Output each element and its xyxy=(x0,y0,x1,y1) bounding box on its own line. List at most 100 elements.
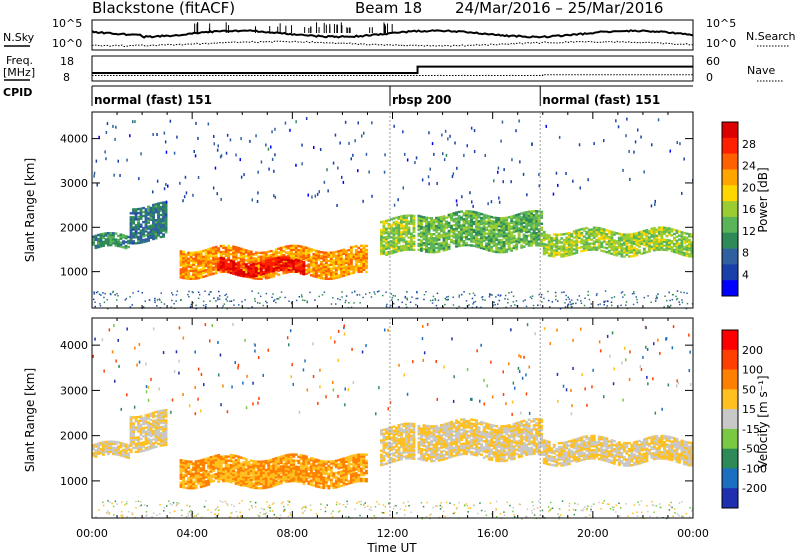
heatmap-cell xyxy=(204,469,208,473)
heatmap-cell xyxy=(202,470,206,474)
heatmap-cell xyxy=(139,223,143,226)
heatmap-cell xyxy=(495,242,499,246)
heatmap-cell xyxy=(444,129,447,133)
heatmap-cell xyxy=(274,463,278,466)
heatmap-cell xyxy=(352,460,356,463)
heatmap-cell xyxy=(152,227,155,231)
heatmap-cell xyxy=(349,248,353,251)
heatmap-cell xyxy=(302,271,306,274)
heatmap-cell xyxy=(610,232,614,236)
heatmap-cell xyxy=(344,259,348,263)
heatmap-cell xyxy=(487,243,491,246)
heatmap-cell xyxy=(322,478,326,482)
heatmap-cell xyxy=(132,212,135,215)
heatmap-cell xyxy=(165,150,168,154)
heatmap-cell xyxy=(565,294,567,297)
heatmap-cell xyxy=(537,236,541,239)
heatmap-cell xyxy=(139,239,143,242)
heatmap-cell xyxy=(239,259,243,262)
heatmap-cell xyxy=(244,464,248,467)
heatmap-cell xyxy=(652,245,656,248)
heatmap-cell xyxy=(304,272,308,275)
heatmap-cell xyxy=(97,446,100,449)
heatmap-cell xyxy=(472,244,476,248)
heatmap-cell xyxy=(277,258,281,261)
heatmap-cell xyxy=(189,257,193,261)
heatmap-cell xyxy=(447,231,451,234)
heatmap-cell xyxy=(269,262,273,265)
heatmap-cell xyxy=(532,226,536,229)
heatmap-cell xyxy=(271,130,273,134)
heatmap-cell xyxy=(262,468,266,471)
heatmap-cell xyxy=(675,229,679,232)
heatmap-cell xyxy=(537,234,541,237)
heatmap-cell xyxy=(317,463,321,466)
heatmap-cell xyxy=(259,273,263,276)
heatmap-cell xyxy=(209,468,213,471)
heatmap-cell xyxy=(304,254,308,257)
heatmap-cell xyxy=(322,464,326,467)
heatmap-cell xyxy=(477,238,481,241)
heatmap-cell xyxy=(162,235,165,238)
heatmap-cell xyxy=(492,230,496,233)
heatmap-cell xyxy=(461,195,463,199)
heatmap-cell xyxy=(527,212,531,215)
heatmap-cell xyxy=(259,302,261,304)
heatmap-cell xyxy=(510,227,514,230)
heatmap-cell xyxy=(219,266,223,270)
heatmap-cell xyxy=(259,255,263,258)
heatmap-cell xyxy=(324,482,328,486)
heatmap-cell xyxy=(197,482,201,485)
heatmap-cell xyxy=(582,239,586,242)
heatmap-cell xyxy=(622,168,624,172)
heatmap-cell xyxy=(660,230,664,233)
heatmap-cell xyxy=(262,253,266,256)
heatmap-cell xyxy=(663,238,666,241)
heatmap-cell xyxy=(494,304,496,306)
heatmap-cell xyxy=(229,269,233,272)
heatmap-cell xyxy=(144,234,148,237)
heatmap-cell xyxy=(440,247,443,251)
heatmap-cell xyxy=(652,243,656,246)
heatmap-cell xyxy=(452,214,456,217)
heatmap-cell xyxy=(287,256,291,260)
heatmap-cell xyxy=(337,276,341,279)
heatmap-cell xyxy=(492,224,496,227)
heatmap-cell xyxy=(357,475,361,479)
heatmap-cell xyxy=(284,245,288,248)
heatmap-cell xyxy=(207,262,211,265)
heatmap-cell xyxy=(302,456,306,460)
heatmap-cell xyxy=(552,255,556,258)
heatmap-cell xyxy=(467,222,471,225)
heatmap-cell xyxy=(547,254,551,257)
heatmap-cell xyxy=(259,269,263,272)
heatmap-cell xyxy=(425,236,428,239)
heatmap-cell xyxy=(440,217,443,221)
heatmap-cell xyxy=(445,234,448,237)
heatmap-cell xyxy=(530,218,534,221)
heatmap-cell xyxy=(312,478,316,481)
heatmap-cell xyxy=(179,299,182,301)
heatmap-cell xyxy=(237,455,241,459)
heatmap-cell xyxy=(647,250,651,253)
heatmap-cell xyxy=(117,445,120,448)
heatmap-cell xyxy=(312,466,316,469)
heatmap-cell xyxy=(107,234,110,237)
heatmap-cell xyxy=(217,262,221,265)
heatmap-cell xyxy=(202,472,206,476)
heatmap-cell xyxy=(503,168,505,172)
heatmap-cell xyxy=(262,462,266,465)
heatmap-cell xyxy=(525,211,529,214)
heatmap-cell xyxy=(365,252,368,256)
heatmap-cell xyxy=(482,233,486,236)
colorbar-swatch xyxy=(722,264,738,281)
heatmap-cell xyxy=(570,247,574,250)
heatmap-cell xyxy=(182,480,185,483)
heatmap-cell xyxy=(149,430,153,434)
heatmap-cell xyxy=(627,235,631,238)
heatmap-cell xyxy=(212,465,216,468)
heatmap-cell xyxy=(495,226,499,230)
heatmap-cell xyxy=(349,475,353,478)
heatmap-cell xyxy=(357,477,361,481)
heatmap-cell xyxy=(525,225,529,228)
